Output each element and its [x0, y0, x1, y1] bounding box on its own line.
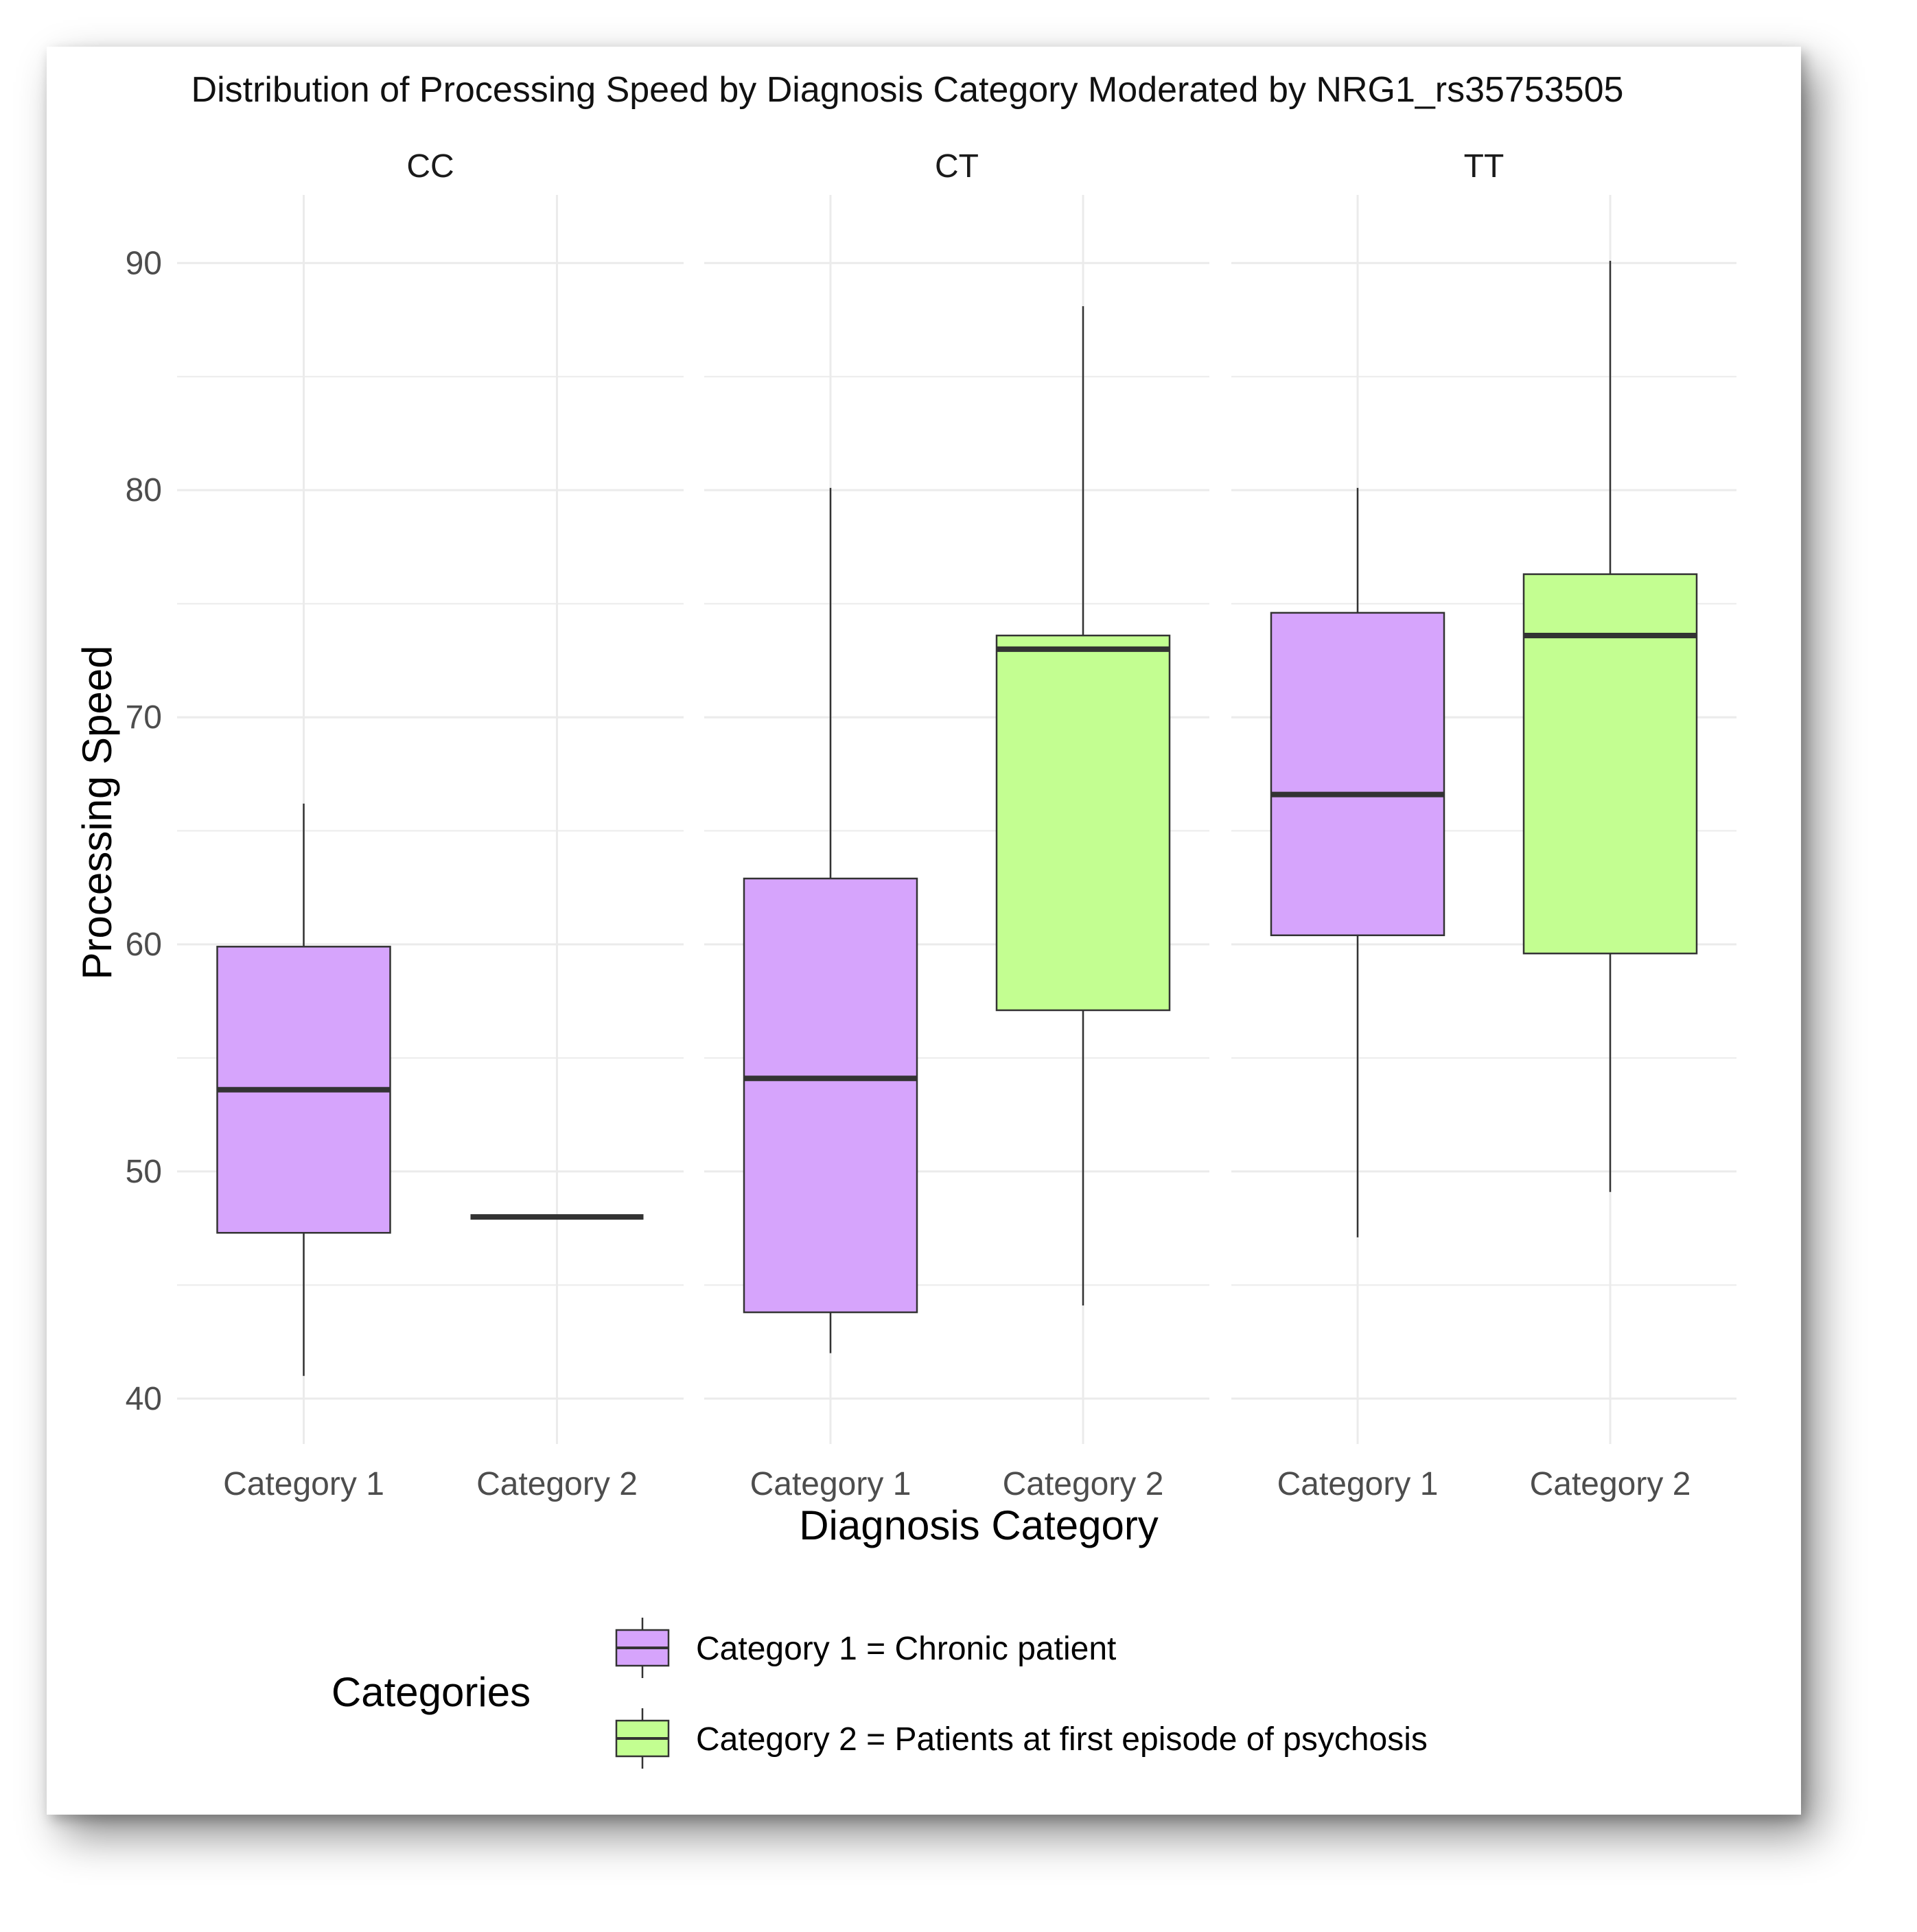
box-ct-1	[743, 487, 918, 1353]
facet-label: CT	[935, 148, 979, 185]
box-ct-2	[995, 306, 1171, 1306]
box-body	[743, 877, 918, 1314]
box-tt-1	[1270, 487, 1445, 1237]
y-tick-label: 40	[126, 1381, 162, 1417]
y-tick-label: 50	[126, 1154, 162, 1190]
box-body	[1270, 612, 1445, 937]
box-body	[995, 634, 1171, 1012]
box-cc-1	[216, 803, 391, 1376]
y-tick-label: 70	[126, 699, 162, 736]
facet-panel-cc: CC Category 1 Category 2	[177, 148, 684, 1502]
box-body	[1522, 573, 1698, 955]
facet-panel-tt: TT Category 1 Category 2	[1231, 148, 1736, 1502]
x-tick-label: Category 2	[1530, 1466, 1691, 1502]
legend-item-1: Category 1 = Chronic patient	[615, 1618, 1116, 1678]
facet-panels: CC Category 1 Category 2 CT Category 1 Catego…	[177, 148, 1736, 1502]
y-tick-label: 80	[126, 472, 162, 509]
facet-panel-ct: CT Category 1 Category 2	[704, 148, 1209, 1502]
y-tick-label: 60	[126, 927, 162, 963]
legend: Category 1 = Chronic patient Category 2 =…	[615, 1618, 1428, 1769]
legend-item-2: Category 2 = Patients at first episode o…	[615, 1708, 1428, 1769]
x-tick-label: Category 1	[223, 1466, 384, 1502]
x-tick-label: Category 1	[750, 1466, 911, 1502]
facet-label: CC	[406, 148, 454, 185]
figure-card: Distribution of Processing Speed by Diag…	[47, 47, 1801, 1815]
chart-title: Distribution of Processing Speed by Diag…	[191, 70, 1624, 110]
y-axis-title: Processing Speed	[74, 646, 120, 980]
legend-title: Categories	[332, 1669, 531, 1715]
x-tick-label: Category 2	[1003, 1466, 1164, 1502]
y-axis-ticks: 40 50 60 70 80 90	[126, 245, 162, 1417]
x-tick-label: Category 2	[476, 1466, 638, 1502]
facet-label: TT	[1464, 148, 1504, 185]
legend-label: Category 2 = Patients at first episode o…	[696, 1721, 1428, 1758]
x-axis-title: Diagnosis Category	[799, 1502, 1159, 1548]
box-tt-2	[1522, 260, 1698, 1192]
legend-label: Category 1 = Chronic patient	[696, 1631, 1116, 1667]
x-tick-label: Category 1	[1277, 1466, 1439, 1502]
boxplot-chart: Distribution of Processing Speed by Diag…	[74, 70, 1736, 1769]
y-tick-label: 90	[126, 245, 162, 281]
